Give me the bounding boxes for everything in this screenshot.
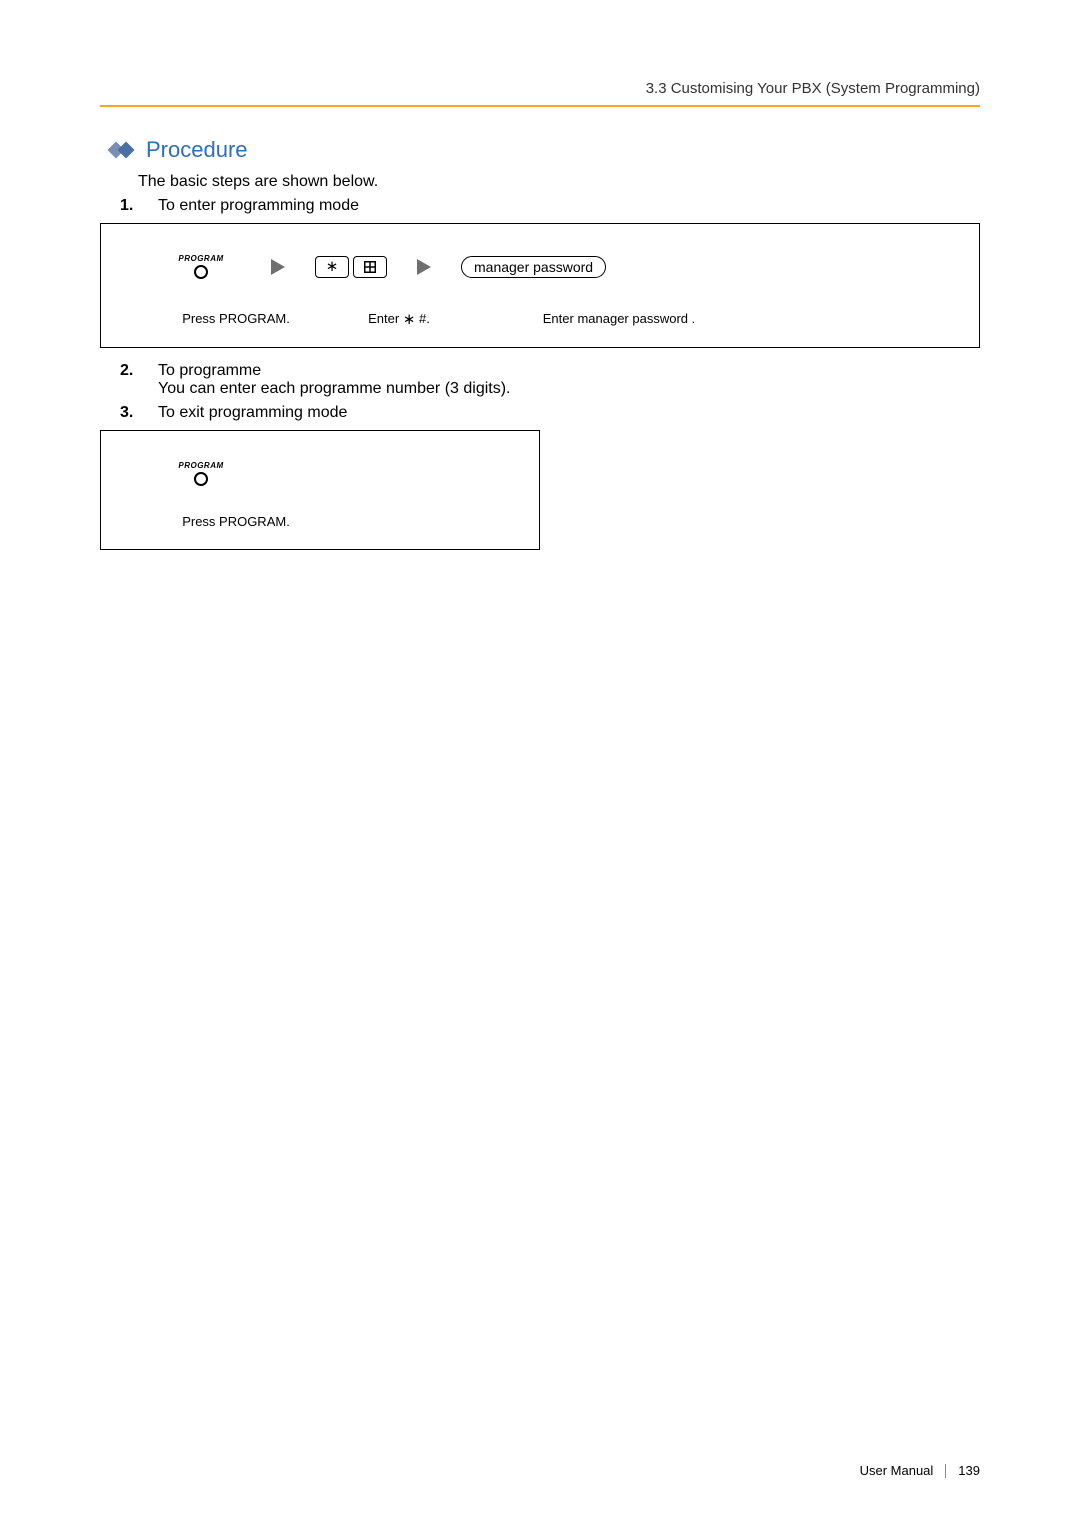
intro-text: The basic steps are shown below.: [138, 173, 980, 191]
step-number: 2: [120, 362, 148, 398]
step-3: 3 To exit programming mode: [120, 404, 980, 422]
step-text: To enter programming mode: [158, 197, 359, 215]
hash-key-icon: [353, 256, 387, 278]
caption-enter-star-hash: Enter ∗ #.: [319, 311, 479, 327]
arrow-icon: [271, 259, 285, 275]
footer-manual-label: User Manual: [860, 1463, 934, 1478]
diamond-icon: [110, 141, 138, 159]
hash-grid-icon: [364, 261, 376, 273]
step-1: 1 To enter programming mode: [120, 197, 980, 215]
footer-page-number: 139: [958, 1463, 980, 1478]
program-label: PROGRAM: [178, 254, 223, 263]
exit-mode-box: PROGRAM Press PROGRAM.: [100, 430, 540, 550]
star-symbol: ∗: [326, 259, 339, 274]
program-button-icon: PROGRAM: [178, 461, 223, 486]
section-title-row: Procedure: [110, 137, 980, 163]
program-button-icon: PROGRAM: [178, 254, 223, 279]
star-key-icon: ∗: [315, 256, 349, 278]
procedure-title: Procedure: [146, 137, 248, 163]
manager-password-pill: manager password: [461, 256, 606, 278]
step-2: 2 To programme You can enter each progra…: [120, 362, 980, 398]
footer-separator: [945, 1464, 946, 1478]
caption-press-program: Press PROGRAM.: [161, 311, 311, 327]
caption-press-program: Press PROGRAM.: [161, 514, 311, 529]
caption-enter-password: Enter manager password .: [509, 311, 729, 327]
arrow-icon: [417, 259, 431, 275]
step-number: 1: [120, 197, 148, 215]
page-header: 3.3 Customising Your PBX (System Program…: [100, 80, 980, 107]
page-footer: User Manual 139: [860, 1463, 980, 1478]
step-text: To exit programming mode: [158, 404, 347, 422]
enter-mode-box: PROGRAM ∗: [100, 223, 980, 348]
star-hash-keys: ∗: [315, 256, 387, 278]
program-circle-icon: [194, 265, 208, 279]
step-number: 3: [120, 404, 148, 422]
step-text: To programme You can enter each programm…: [158, 362, 510, 398]
program-circle-icon: [194, 472, 208, 486]
program-label: PROGRAM: [178, 461, 223, 470]
